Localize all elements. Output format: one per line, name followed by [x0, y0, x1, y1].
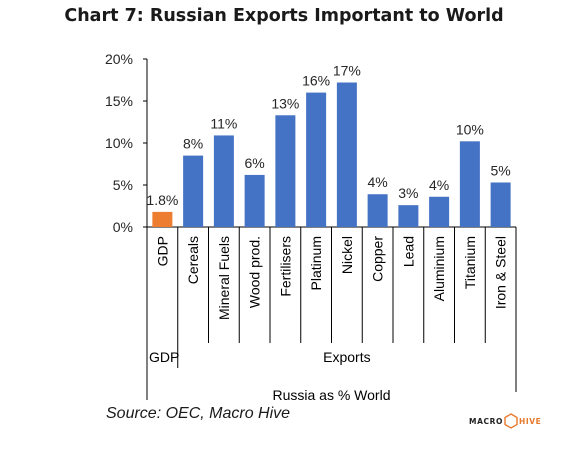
- group-label-exports: Exports: [323, 349, 370, 365]
- x-axis-title: Russia as % World: [272, 387, 390, 403]
- data-label-nickel: 17%: [333, 63, 361, 79]
- data-label-titanium: 10%: [456, 121, 484, 137]
- category-label-mineral-fuels: Mineral Fuels: [216, 236, 232, 320]
- data-label-iron-steel: 5%: [491, 162, 511, 178]
- bar-iron-steel: [490, 182, 511, 227]
- data-label-lead: 3%: [398, 185, 418, 201]
- bar-copper: [367, 194, 388, 227]
- source-note: Source: OEC, Macro Hive: [106, 405, 291, 422]
- data-label-fertilisers: 13%: [271, 95, 299, 111]
- category-label-wood-prod: Wood prod.: [247, 236, 263, 308]
- y-tick-label: 20%: [105, 51, 133, 67]
- data-label-cereals: 8%: [183, 136, 203, 152]
- category-label-nickel: Nickel: [339, 236, 355, 274]
- y-tick-label: 10%: [105, 135, 133, 151]
- y-tick-label: 5%: [113, 177, 133, 193]
- bar-lead: [398, 205, 419, 227]
- data-label-platinum: 16%: [302, 73, 330, 89]
- data-label-copper: 4%: [368, 174, 388, 190]
- category-label-platinum: Platinum: [308, 236, 324, 290]
- data-label-gdp: 1.8%: [146, 192, 178, 208]
- bar-fertilisers: [275, 115, 296, 227]
- bar-aluminium: [429, 196, 450, 227]
- category-label-copper: Copper: [370, 236, 386, 282]
- category-label-fertilisers: Fertilisers: [277, 236, 293, 297]
- bar-gdp: [152, 211, 173, 227]
- category-label-cereals: Cereals: [185, 236, 201, 284]
- bar-platinum: [306, 92, 327, 227]
- logo-text-hive: HIVE: [518, 416, 542, 426]
- category-label-aluminium: Aluminium: [431, 236, 447, 301]
- y-tick-label: 0%: [113, 219, 133, 235]
- logo-text-macro: MACRO: [469, 416, 503, 426]
- data-label-wood-prod: 6%: [245, 155, 265, 171]
- category-label-gdp: GDP: [154, 236, 170, 266]
- category-label-lead: Lead: [400, 236, 416, 267]
- data-label-mineral-fuels: 11%: [210, 115, 237, 131]
- category-label-iron-steel: Iron & Steel: [493, 236, 509, 309]
- y-tick-label: 15%: [105, 93, 133, 109]
- macro-hive-logo: MACRO HIVE: [469, 412, 541, 430]
- data-label-aluminium: 4%: [429, 177, 449, 193]
- bar-titanium: [459, 141, 480, 227]
- hexagon-icon: [504, 413, 518, 429]
- bar-mineral-fuels: [213, 135, 234, 227]
- bar-wood-prod: [244, 174, 265, 227]
- category-label-titanium: Titanium: [462, 236, 478, 289]
- bar-cereals: [183, 155, 204, 227]
- group-label-gdp: GDP: [149, 349, 179, 365]
- chart-title: Chart 7: Russian Exports Important to Wo…: [64, 6, 504, 26]
- bar-nickel: [336, 82, 357, 228]
